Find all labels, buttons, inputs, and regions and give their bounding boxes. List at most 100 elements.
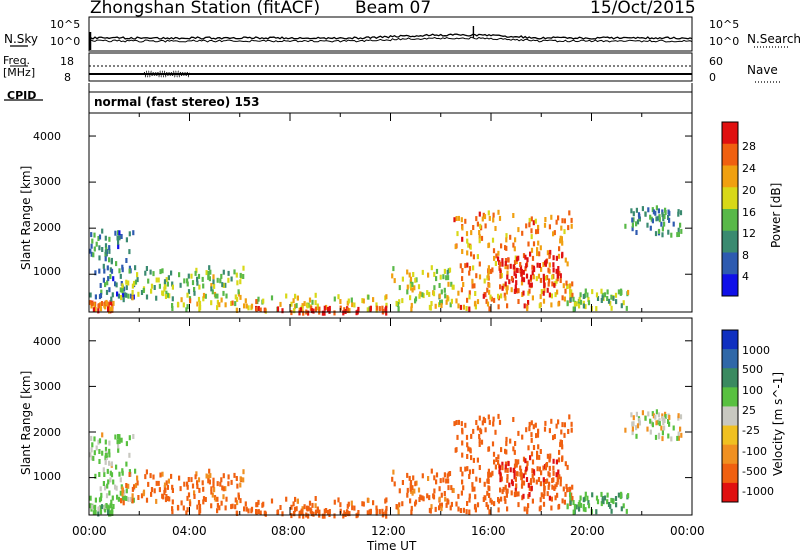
power-cell: [558, 270, 561, 276]
velocity-cell: [497, 413, 500, 419]
velocity-cell: [571, 496, 574, 501]
power-cell: [536, 228, 540, 234]
power-cell: [94, 307, 97, 313]
power-cbar-tick: 16: [742, 206, 756, 219]
power-cell: [276, 306, 280, 312]
power-cell: [625, 305, 628, 311]
power-cell: [290, 310, 293, 316]
velocity-cell: [495, 457, 498, 462]
power-cell: [522, 253, 526, 259]
velocity-cell: [485, 502, 488, 507]
velocity-cell: [189, 501, 192, 507]
velocity-cbar-tick: -500: [742, 465, 767, 478]
velocity-cell: [603, 495, 607, 501]
power-cell: [462, 282, 465, 287]
velocity-cell: [651, 422, 654, 428]
velocity-cell: [555, 472, 558, 478]
velocity-cell: [105, 503, 108, 508]
power-cell: [409, 295, 412, 301]
power-cell: [569, 283, 572, 289]
power-cell: [438, 293, 441, 299]
velocity-cell: [395, 504, 398, 509]
velocity-cell: [649, 429, 652, 435]
velocity-cell: [121, 495, 125, 501]
power-cell: [198, 306, 201, 312]
power-cell: [443, 268, 446, 274]
velocity-cell: [242, 469, 245, 475]
velocity-ytick: 2000: [33, 426, 61, 439]
nsearch-tick-low: 10^0: [709, 35, 740, 48]
power-cell: [512, 242, 515, 248]
power-cell: [561, 218, 564, 224]
velocity-cell: [530, 420, 533, 426]
velocity-cell: [381, 508, 384, 514]
power-cell: [193, 287, 196, 292]
velocity-cell: [531, 473, 534, 479]
velocity-cell: [155, 480, 158, 486]
velocity-cell: [497, 507, 500, 513]
power-cbar-tick: 8: [742, 249, 749, 262]
velocity-cell: [478, 433, 481, 439]
power-cell: [672, 221, 675, 227]
power-cell: [536, 262, 539, 268]
velocity-cell: [150, 487, 154, 492]
velocity-cell: [293, 507, 297, 512]
velocity-cell: [468, 474, 471, 479]
velocity-cell: [468, 497, 471, 503]
power-cbar-tick: 28: [742, 140, 756, 153]
velocity-cell: [609, 503, 612, 509]
power-cell: [560, 236, 563, 242]
power-cell: [195, 267, 198, 273]
velocity-cell: [443, 491, 446, 496]
velocity-cell: [230, 504, 233, 510]
power-cell: [550, 293, 553, 299]
velocity-cell: [587, 503, 591, 509]
power-cell: [475, 216, 478, 222]
power-cell: [578, 296, 581, 302]
velocity-cell: [670, 436, 673, 442]
power-cell: [259, 307, 262, 313]
velocity-cell: [550, 505, 553, 511]
velocity-cell: [444, 496, 447, 502]
power-cell: [421, 292, 424, 298]
power-cell: [551, 274, 554, 280]
velocity-cell: [346, 510, 349, 516]
power-cell: [481, 216, 484, 222]
power-cell: [528, 282, 531, 288]
xtick-label: 04:00: [172, 524, 207, 538]
power-cell: [667, 215, 670, 220]
velocity-cell: [110, 509, 113, 515]
velocity-cell: [475, 420, 478, 425]
power-cell: [104, 304, 107, 310]
power-cell: [561, 295, 564, 301]
power-cell: [527, 279, 530, 285]
power-cell: [553, 282, 556, 288]
velocity-cell: [314, 503, 317, 509]
velocity-cell: [550, 418, 553, 424]
power-cell: [483, 278, 486, 284]
power-cell: [110, 306, 113, 312]
velocity-cell: [361, 501, 364, 507]
velocity-cbar-tick: 1000: [742, 344, 770, 357]
velocity-cell: [501, 489, 504, 495]
power-cell: [123, 286, 126, 292]
power-cell: [550, 214, 553, 220]
velocity-cell: [323, 508, 326, 514]
power-cell: [655, 216, 658, 222]
power-cell: [455, 298, 458, 304]
velocity-cell: [521, 434, 524, 440]
power-cell: [433, 285, 436, 291]
velocity-cell: [472, 457, 475, 463]
velocity-cell: [294, 496, 297, 502]
xtick-label: 00:00: [72, 524, 107, 538]
velocity-cell: [512, 417, 515, 422]
velocity-cell: [559, 442, 562, 448]
power-cell: [544, 217, 547, 222]
velocity-cell: [430, 468, 433, 474]
power-cell: [490, 268, 493, 274]
nave-tick-low: 0: [709, 71, 716, 84]
power-cell: [155, 295, 158, 301]
power-cell: [490, 296, 493, 302]
power-cell: [262, 298, 265, 304]
velocity-cell: [560, 429, 563, 435]
